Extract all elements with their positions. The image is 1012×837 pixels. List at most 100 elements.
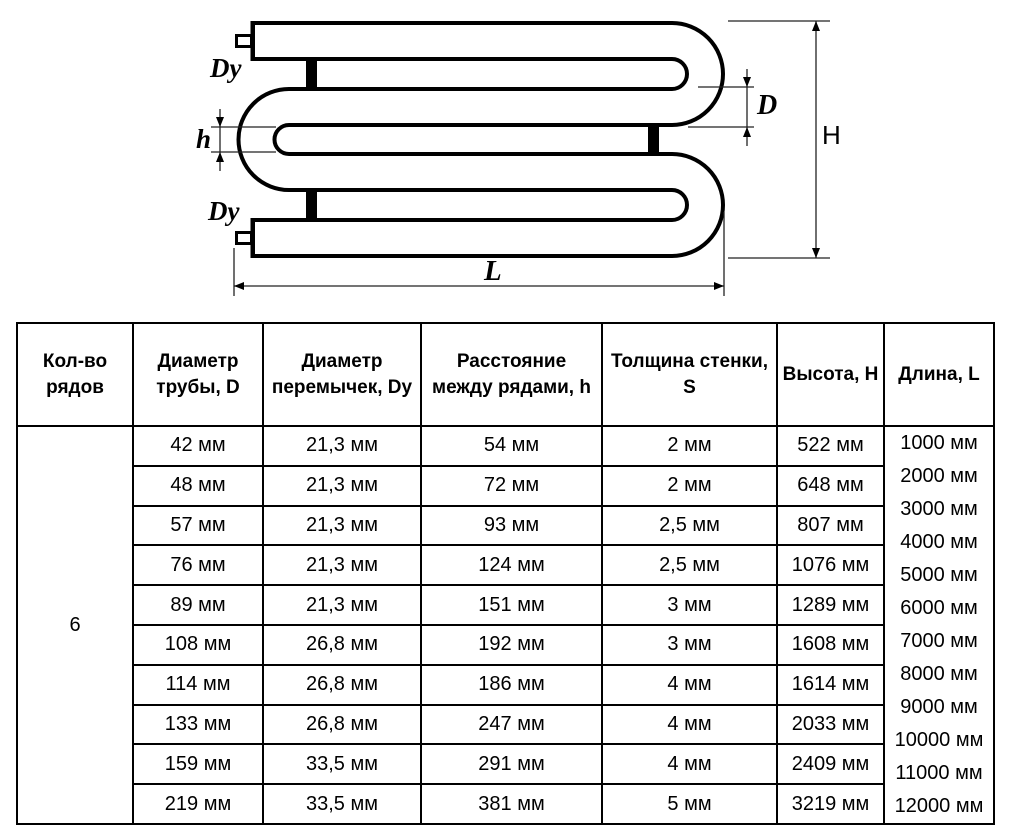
length-value: 2000 мм bbox=[900, 465, 978, 487]
cell-dy: 21,3 мм bbox=[262, 425, 422, 467]
cell-dy: 26,8 мм bbox=[262, 663, 422, 706]
length-arrow-right bbox=[714, 282, 724, 290]
stub-top bbox=[235, 34, 253, 48]
h-arrow-top bbox=[216, 117, 224, 127]
cell-height: 1289 мм bbox=[776, 584, 885, 626]
table-row: 89 мм 21,3 мм 151 мм 3 мм 1289 мм bbox=[17, 584, 994, 626]
cell-s: 4 мм bbox=[601, 663, 778, 706]
jumper-right-middle bbox=[648, 123, 659, 156]
table-row: 159 мм 33,5 мм 291 мм 4 мм 2409 мм bbox=[17, 743, 994, 786]
cell-d: 108 мм bbox=[132, 623, 264, 666]
cell-row-count: 6 bbox=[16, 425, 134, 825]
cell-height: 1608 мм bbox=[776, 623, 885, 666]
length-value: 1000 мм bbox=[900, 432, 978, 454]
length-value: 12000 мм bbox=[894, 795, 984, 817]
length-dimension bbox=[233, 212, 725, 296]
length-value: 7000 мм bbox=[900, 630, 978, 652]
cell-height: 3219 мм bbox=[776, 783, 885, 825]
cell-d: 133 мм bbox=[132, 703, 264, 746]
length-value: 3000 мм bbox=[900, 498, 978, 520]
label-dy-bottom: Dy bbox=[207, 196, 240, 226]
label-height: H bbox=[822, 120, 841, 150]
length-value: 5000 мм bbox=[900, 564, 978, 586]
cell-h: 192 мм bbox=[420, 623, 603, 666]
length-value: 6000 мм bbox=[900, 597, 978, 619]
serpentine-pipe bbox=[235, 20, 725, 258]
cell-dy: 26,8 мм bbox=[262, 703, 422, 746]
h-arrow-bottom bbox=[216, 152, 224, 162]
cell-height: 648 мм bbox=[776, 464, 885, 507]
d-arrow-bottom bbox=[743, 127, 751, 137]
col-header-wall-thickness: Толщина стенки, S bbox=[601, 322, 778, 427]
height-arrow-bottom bbox=[812, 248, 820, 258]
cell-dy: 33,5 мм bbox=[262, 783, 422, 825]
cell-h: 72 мм bbox=[420, 464, 603, 507]
stub-bottom bbox=[235, 231, 253, 245]
cell-height: 1076 мм bbox=[776, 544, 885, 587]
cell-s: 2 мм bbox=[601, 425, 778, 467]
cell-s: 3 мм bbox=[601, 623, 778, 666]
cell-dy: 21,3 мм bbox=[262, 584, 422, 626]
length-arrow-left bbox=[234, 282, 244, 290]
table-row: 57 мм 21,3 мм 93 мм 2,5 мм 807 мм bbox=[17, 504, 994, 547]
cell-s: 4 мм bbox=[601, 703, 778, 746]
cell-height: 2033 мм bbox=[776, 703, 885, 746]
cell-d: 42 мм bbox=[132, 425, 264, 467]
cell-h: 291 мм bbox=[420, 743, 603, 786]
cell-dy: 33,5 мм bbox=[262, 743, 422, 786]
cell-dy: 26,8 мм bbox=[262, 623, 422, 666]
cell-d: 48 мм bbox=[132, 464, 264, 507]
cell-height: 1614 мм bbox=[776, 663, 885, 706]
height-dimension bbox=[728, 20, 830, 259]
cell-h: 381 мм bbox=[420, 783, 603, 825]
cell-h: 247 мм bbox=[420, 703, 603, 746]
cell-dy: 21,3 мм bbox=[262, 504, 422, 547]
col-header-height: Высота, Н bbox=[776, 322, 885, 427]
table-row: 76 мм 21,3 мм 124 мм 2,5 мм 1076 мм bbox=[17, 544, 994, 587]
cell-lengths: 1000 мм 2000 мм 3000 мм 4000 мм 5000 мм 6000 … bbox=[883, 425, 995, 825]
cell-h: 151 мм bbox=[420, 584, 603, 626]
cell-d: 57 мм bbox=[132, 504, 264, 547]
cell-s: 2,5 мм bbox=[601, 544, 778, 587]
cell-d: 114 мм bbox=[132, 663, 264, 706]
cell-s: 5 мм bbox=[601, 783, 778, 825]
cell-s: 2 мм bbox=[601, 464, 778, 507]
d-arrow-top bbox=[743, 77, 751, 87]
specs-table: Кол-во рядов Диаметр трубы, D Диаметр пе… bbox=[16, 322, 995, 825]
cell-h: 93 мм bbox=[420, 504, 603, 547]
col-header-row-spacing: Расстояние между рядами, h bbox=[420, 322, 603, 427]
length-value: 10000 мм bbox=[894, 729, 984, 751]
jumper-left-top bbox=[306, 57, 317, 91]
table-row: 219 мм 33,5 мм 381 мм 5 мм 3219 мм bbox=[17, 783, 994, 825]
jumper-left-bottom bbox=[306, 188, 317, 222]
table-row: 108 мм 26,8 мм 192 мм 3 мм 1608 мм bbox=[17, 623, 994, 666]
length-value: 9000 мм bbox=[900, 696, 978, 718]
cell-d: 159 мм bbox=[132, 743, 264, 786]
cell-dy: 21,3 мм bbox=[262, 464, 422, 507]
table-row: 6 42 мм 21,3 мм 54 мм 2 мм 522 мм 1000 мм 2000 … bbox=[16, 425, 995, 825]
label-h: h bbox=[196, 124, 211, 154]
pipe-register-diagram: h D H L Dy Dy bbox=[196, 20, 841, 296]
col-header-pipe-diameter: Диаметр трубы, D bbox=[132, 322, 264, 427]
cell-d: 76 мм bbox=[132, 544, 264, 587]
cell-s: 2,5 мм bbox=[601, 504, 778, 547]
header-row: Кол-во рядов Диаметр трубы, D Диаметр пе… bbox=[16, 322, 995, 427]
table-row: 48 мм 21,3 мм 72 мм 2 мм 648 мм bbox=[17, 464, 994, 507]
cell-d: 89 мм bbox=[132, 584, 264, 626]
col-header-length: Длина, L bbox=[883, 322, 995, 427]
table-row: 114 мм 26,8 мм 186 мм 4 мм 1614 мм bbox=[17, 663, 994, 706]
table-row: 133 мм 26,8 мм 247 мм 4 мм 2033 мм bbox=[17, 703, 994, 746]
cell-s: 4 мм bbox=[601, 743, 778, 786]
cell-height: 522 мм bbox=[776, 425, 885, 467]
label-d: D bbox=[756, 90, 777, 121]
length-value: 8000 мм bbox=[900, 663, 978, 685]
col-header-rows: Кол-во рядов bbox=[16, 322, 134, 427]
cell-d: 219 мм bbox=[132, 783, 264, 825]
cell-h: 186 мм bbox=[420, 663, 603, 706]
cell-h: 54 мм bbox=[420, 425, 603, 467]
length-value: 4000 мм bbox=[900, 531, 978, 553]
cell-h: 124 мм bbox=[420, 544, 603, 587]
cell-height: 2409 мм bbox=[776, 743, 885, 786]
height-arrow-top bbox=[812, 21, 820, 31]
